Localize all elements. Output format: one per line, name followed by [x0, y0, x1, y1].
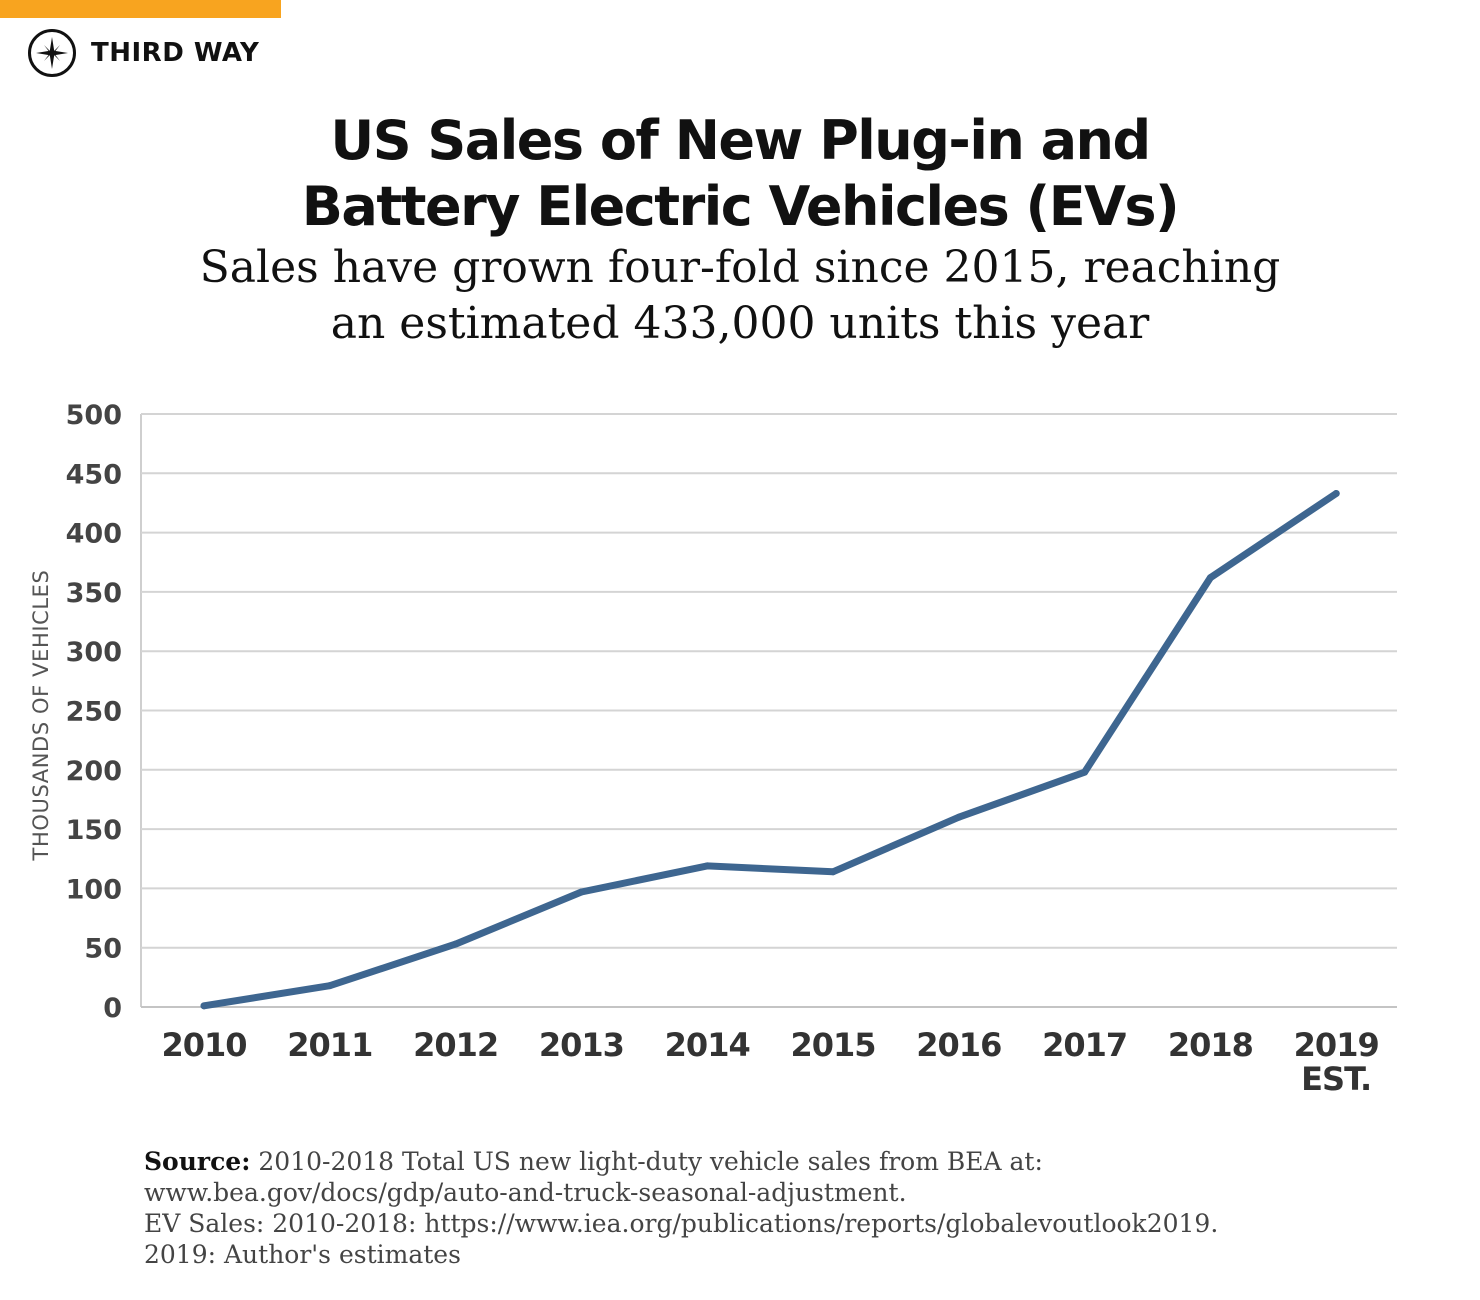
chart-title-line-2: Battery Electric Vehicles (EVs) [301, 175, 1180, 238]
y-tick-label-250: 250 [66, 697, 122, 728]
y-tick-label-0: 0 [103, 993, 122, 1024]
x-tick-label-2011: 2011 [287, 1026, 372, 1064]
y-tick-label-300: 300 [66, 637, 122, 668]
x-tick-label-2017: 2017 [1042, 1026, 1127, 1064]
source-label: Source: [144, 1147, 251, 1176]
data-point-2015 [829, 868, 837, 876]
data-point-2017 [1081, 768, 1089, 776]
x-tick-label-2010: 2010 [161, 1026, 246, 1064]
data-point-2010 [200, 1002, 208, 1010]
source-line-3: EV Sales: 2010-2018: https://www.iea.org… [144, 1209, 1219, 1238]
y-tick-label-50: 50 [84, 934, 122, 965]
source-line-2: www.bea.gov/docs/gdp/auto-and-truck-seas… [144, 1178, 907, 1207]
brand: THIRD WAY [27, 28, 259, 78]
source-note: Source: 2010-2018 Total US new light-dut… [144, 1146, 1444, 1270]
x-tick-label-2018: 2018 [1168, 1026, 1253, 1064]
y-tick-label-150: 150 [66, 815, 122, 846]
chart-title: US Sales of New Plug-in and Battery Elec… [0, 108, 1480, 240]
y-axis-title: THOUSANDS OF VEHICLES [29, 570, 53, 862]
data-point-2019 [1332, 489, 1340, 497]
brand-accent-bar [0, 0, 281, 18]
x-tick-label-2012: 2012 [413, 1026, 498, 1064]
x-tick-label-2019: 2019 [1294, 1026, 1379, 1064]
data-point-2016 [955, 813, 963, 821]
y-tick-label-500: 500 [66, 400, 122, 431]
y-tick-label-100: 100 [66, 874, 122, 905]
source-line-1: Source: 2010-2018 Total US new light-dut… [144, 1146, 1444, 1177]
x-tick-label-2015: 2015 [790, 1026, 875, 1064]
y-tick-label-450: 450 [66, 459, 122, 490]
x-tick-label-2019-line-2: EST. [1301, 1060, 1371, 1098]
data-point-2018 [1206, 574, 1214, 582]
chart-subtitle-line-2: an estimated 433,000 units this year [330, 298, 1150, 349]
data-point-2011 [326, 982, 334, 990]
y-tick-label-200: 200 [66, 756, 122, 787]
x-tick-label-2016: 2016 [916, 1026, 1001, 1064]
y-tick-label-350: 350 [66, 578, 122, 609]
chart-subtitle: Sales have grown four-fold since 2015, r… [0, 240, 1480, 352]
chart-subtitle-line-1: Sales have grown four-fold since 2015, r… [199, 242, 1281, 293]
brand-name: THIRD WAY [91, 38, 260, 68]
x-tick-label-2013: 2013 [539, 1026, 624, 1064]
source-text-1: 2010-2018 Total US new light-duty vehicl… [258, 1147, 1043, 1176]
x-tick-label-2014: 2014 [665, 1026, 750, 1064]
series-line-1 [200, 490, 1340, 1010]
data-point-2013 [577, 888, 585, 896]
chart-title-line-1: US Sales of New Plug-in and [330, 109, 1151, 172]
compass-star-icon [28, 29, 76, 77]
data-point-2012 [452, 940, 460, 948]
y-tick-label-400: 400 [66, 519, 122, 550]
data-point-2014 [703, 862, 711, 870]
source-line-4: 2019: Author's estimates [144, 1240, 461, 1269]
